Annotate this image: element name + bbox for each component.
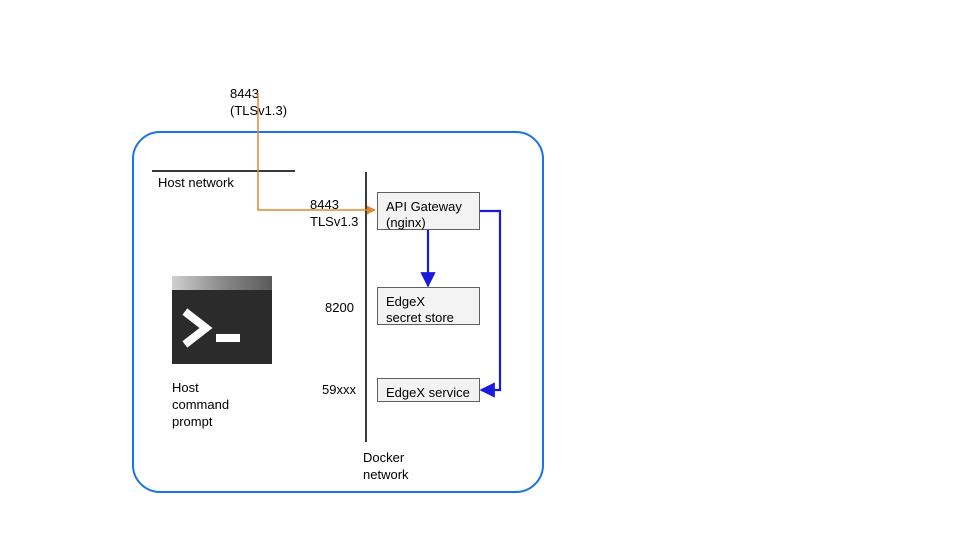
port-8443-inner-line1: 8443	[310, 197, 358, 214]
api-gateway-node: API Gateway (nginx)	[377, 192, 480, 230]
api-gateway-line2: (nginx)	[386, 215, 471, 231]
host-network-label: Host network	[158, 175, 234, 192]
external-port-line1: 8443	[230, 86, 287, 103]
port-8443-inner-label: 8443 TLSv1.3	[310, 197, 358, 231]
secret-store-line2: secret store	[386, 310, 471, 326]
host-command-prompt-label: Host command prompt	[172, 380, 229, 431]
secret-store-node: EdgeX secret store	[377, 287, 480, 325]
edgex-service-line1: EdgeX service	[386, 385, 471, 401]
port-8200-label: 8200	[325, 300, 354, 317]
port-8443-inner-line2: TLSv1.3	[310, 214, 358, 231]
external-port-label: 8443 (TLSv1.3)	[230, 86, 287, 120]
edgex-service-node: EdgeX service	[377, 378, 480, 402]
secret-store-line1: EdgeX	[386, 294, 471, 310]
port-59xxx-label: 59xxx	[322, 382, 356, 399]
api-gateway-line1: API Gateway	[386, 199, 471, 215]
host-cmd-line2: command	[172, 397, 229, 414]
external-port-line2: (TLSv1.3)	[230, 103, 287, 120]
host-cmd-line3: prompt	[172, 414, 229, 431]
host-cmd-line1: Host	[172, 380, 229, 397]
docker-network-label: Docker network	[363, 450, 433, 484]
